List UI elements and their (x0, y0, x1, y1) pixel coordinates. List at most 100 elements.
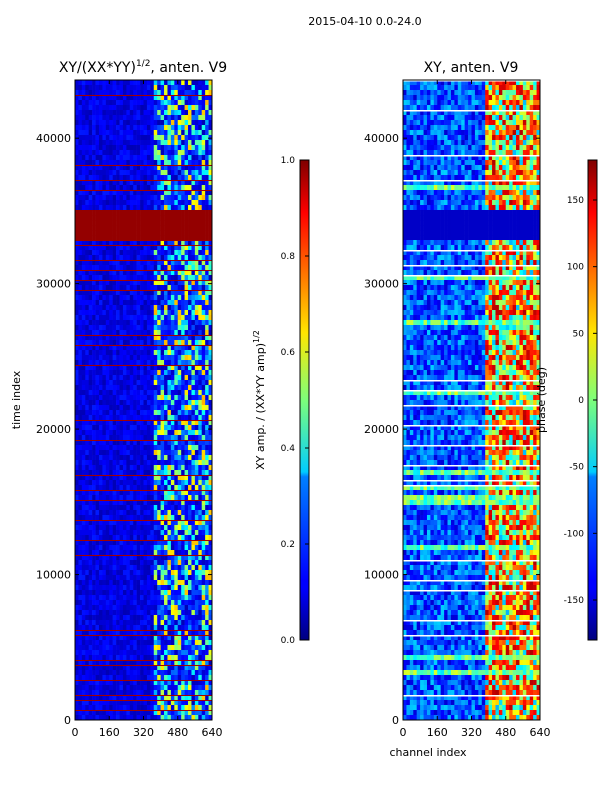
heatmap-cell (116, 340, 120, 346)
heatmap-cell (157, 515, 161, 521)
heatmap-cell (88, 650, 93, 656)
heatmap-cell (95, 645, 100, 651)
heatmap-cell (98, 305, 103, 311)
heatmap-cell (95, 690, 100, 696)
heatmap-cell (177, 325, 182, 331)
heatmap-cell (194, 215, 199, 221)
heatmap-cell (198, 650, 203, 656)
heatmap-cell (170, 170, 175, 176)
heatmap-cell (81, 600, 86, 606)
heatmap-cell (133, 200, 137, 206)
heatmap-cell (95, 680, 100, 686)
heatmap-cell (102, 215, 107, 221)
heatmap-cell (143, 455, 148, 461)
heatmap-cell (150, 435, 155, 441)
heatmap-cell (167, 405, 172, 411)
heatmap-cell (78, 140, 83, 146)
heatmap-cell (102, 210, 107, 216)
heatmap-cell (164, 370, 168, 376)
heatmap-cell (194, 390, 199, 396)
heatmap-cell (119, 690, 124, 696)
heatmap-cell (170, 450, 175, 456)
heatmap-cell (85, 255, 89, 261)
heatmap-cell (191, 230, 196, 236)
heatmap-cell (191, 335, 196, 341)
heatmap-cell (208, 510, 212, 516)
heatmap-cell (160, 205, 165, 211)
heatmap-cell (174, 190, 179, 196)
heatmap-cell (81, 565, 86, 571)
heatmap-cell (153, 525, 158, 531)
heatmap-cell (133, 405, 137, 411)
heatmap-cell (129, 205, 134, 211)
heatmap-cell (78, 90, 83, 96)
heatmap-cell (109, 540, 113, 546)
heatmap-cell (133, 230, 137, 236)
heatmap-cell (150, 510, 155, 516)
heatmap-cell (198, 235, 203, 241)
heatmap-cell (201, 440, 206, 446)
heatmap-cell (153, 535, 158, 541)
heatmap-cell (105, 225, 110, 231)
heatmap-cell (126, 365, 131, 371)
heatmap-cell (88, 675, 93, 681)
heatmap-cell (160, 690, 165, 696)
heatmap-cell (184, 160, 189, 166)
heatmap-cell (181, 165, 185, 171)
heatmap-cell (174, 450, 179, 456)
heatmap-cell (150, 275, 155, 281)
heatmap-cell (119, 85, 124, 91)
heatmap-cell (119, 330, 124, 336)
heatmap-cell (78, 595, 83, 601)
heatmap-cell (102, 615, 107, 621)
heatmap-cell (126, 410, 131, 416)
heatmap-cell (194, 295, 199, 301)
heatmap-flag-line (75, 555, 212, 556)
heatmap-cell (150, 265, 155, 271)
heatmap-cell (164, 325, 168, 331)
heatmap-cell (109, 495, 113, 501)
heatmap-cell (112, 300, 117, 306)
heatmap-cell (181, 150, 185, 156)
heatmap-cell (201, 510, 206, 516)
heatmap-cell (140, 690, 144, 696)
heatmap-cell (109, 235, 113, 241)
heatmap-cell (88, 180, 93, 186)
heatmap-cell (198, 335, 203, 341)
heatmap-cell (170, 90, 175, 96)
heatmap-cell (126, 300, 131, 306)
heatmap-cell (140, 405, 144, 411)
heatmap-cell (157, 290, 161, 296)
heatmap-cell (157, 240, 161, 246)
heatmap-cell (177, 105, 182, 111)
heatmap-cell (112, 550, 117, 556)
heatmap-cell (188, 145, 192, 151)
heatmap-cell (205, 195, 209, 201)
heatmap-cell (164, 550, 168, 556)
heatmap-cell (95, 485, 100, 491)
heatmap-cell (78, 245, 83, 251)
heatmap-cell (75, 685, 79, 691)
heatmap-cell (126, 335, 131, 341)
heatmap-cell (85, 280, 89, 286)
heatmap-cell (174, 600, 179, 606)
heatmap-cell (116, 180, 120, 186)
heatmap-cell (177, 545, 182, 551)
heatmap-cell (167, 240, 172, 246)
heatmap-cell (112, 580, 117, 586)
heatmap-cell (116, 155, 120, 161)
heatmap-cell (184, 510, 189, 516)
heatmap-cell (119, 665, 124, 671)
heatmap-cell (75, 165, 79, 171)
heatmap-cell (170, 410, 175, 416)
heatmap-cell (191, 120, 196, 126)
heatmap-cell (205, 85, 209, 91)
heatmap-cell (112, 115, 117, 121)
heatmap-cell (92, 165, 96, 171)
heatmap-cell (119, 525, 124, 531)
heatmap-cell (98, 135, 103, 141)
heatmap-cell (146, 330, 151, 336)
heatmap-cell (136, 600, 141, 606)
heatmap-cell (146, 270, 151, 276)
heatmap-cell (75, 360, 79, 366)
